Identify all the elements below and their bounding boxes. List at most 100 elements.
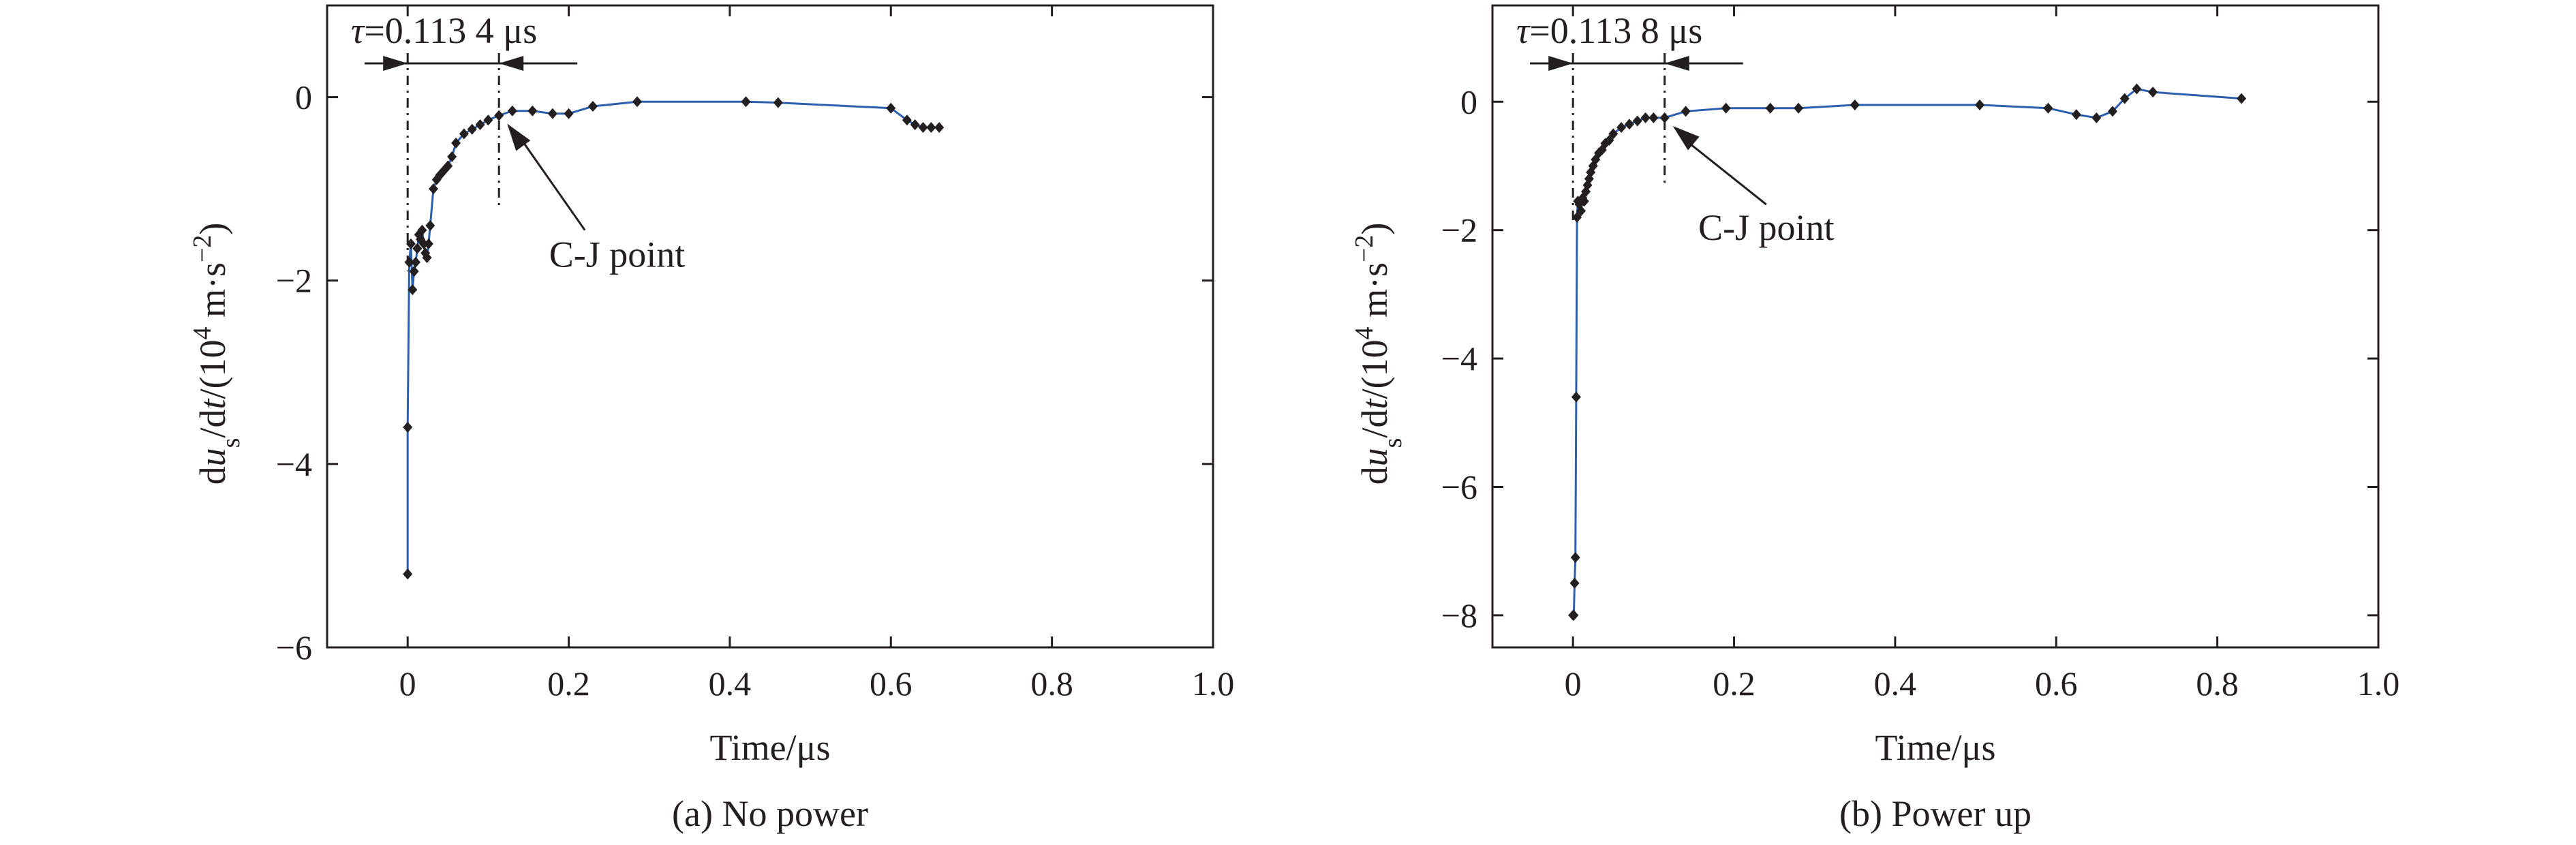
tau-value: =0.113 8 μs [1529,10,1702,51]
data-point [435,169,445,181]
y-axis-label-part: ) [1354,223,1395,235]
data-point [494,110,504,121]
data-point [632,96,642,108]
cj-point-label: C-J point [1698,207,1835,248]
y-axis-label-part: /d [192,410,233,438]
y-axis-label-part: −2 [1350,235,1379,262]
tau-arrow-right [499,56,524,71]
data-point [547,108,557,119]
y-axis-label-part: t [1354,398,1395,410]
data-point [1569,609,1579,621]
data-point [451,137,461,149]
series-line [1572,87,2242,617]
data-point [2132,83,2142,95]
panel-a: 0 0.2 0.4 0.6 0.8 1.0 −6 −4 −2 0 Time/μs dus/dt/(10… [188,4,1234,834]
panel-caption: (a) No power [672,793,868,834]
data-point [418,238,429,249]
data-point [1571,391,1581,403]
y-tick-label: −2 [276,262,312,300]
y-tick-label: −4 [1441,339,1477,378]
data-point [429,183,438,195]
cj-arrow-line [519,138,586,231]
data-point [423,238,433,249]
data-point [417,224,427,236]
y-axis-label-part: 4 [188,327,217,340]
y-tick-label: −6 [1441,468,1477,506]
data-point [467,123,477,135]
data-point [1579,196,1589,207]
data-point [1569,577,1580,589]
tau-arrow-left [383,56,408,71]
data-point [773,97,783,108]
data-point [443,160,453,172]
x-tick-label: 0.2 [1713,664,1755,703]
data-point [2071,109,2081,121]
tau-symbol: τ [1516,10,1531,51]
tau-label: τ=0.113 8 μs [1516,10,1702,51]
data-point [483,114,493,126]
data-point [431,174,442,185]
cj-arrow-line [1685,140,1767,206]
y-axis-label-part: m·s [1354,262,1395,327]
y-axis-label-part: u [192,448,233,466]
data-point [934,121,945,133]
data-point [910,119,920,130]
data-point [1570,552,1580,564]
y-axis-label-part: d [1354,466,1395,485]
data-point [1624,119,1634,130]
data-point [409,266,419,277]
y-tick-label: −2 [1441,211,1477,249]
y-axis-label-part: t [192,398,233,410]
data-point [475,119,485,130]
plot-frame [326,4,1214,649]
y-axis-label: dus/dt/(104 m·s−2) [1350,223,1407,485]
data-point [1604,134,1614,146]
y-axis-label-part: /(10 [192,340,233,399]
x-tick-label: 0.4 [1874,664,1917,703]
data-point [886,102,896,114]
data-point [1572,211,1582,223]
x-tick-label: 1.0 [2357,664,2400,703]
data-point [408,284,418,296]
y-axis-label-part: d [192,466,233,485]
y-axis-label-part: s [217,438,245,448]
cj-point-label: C-J point [549,234,686,275]
x-tick-label: 0.8 [1030,664,1073,703]
x-tick-label: 0.6 [870,664,913,703]
data-point [1659,112,1670,123]
data-point [2237,93,2247,104]
x-axis-label: Time/μs [709,727,830,768]
y-axis-label-part: u [1354,448,1395,466]
y-axis-label-part: /d [1354,410,1395,438]
data-point [1649,112,1659,123]
x-axis-label: Time/μs [1875,727,1995,768]
cj-arrow-head [1672,125,1700,151]
panel-caption: (b) Power up [1839,793,2031,834]
data-point [926,121,936,133]
data-point [1632,115,1642,127]
data-point [2091,112,2102,123]
data-point [1608,128,1619,140]
y-tick-label: −6 [276,628,312,666]
panel-b: 0 0.2 0.4 0.6 0.8 1.0 −8 −6 −4 −2 0 Time/μs dus/dt/(… [1350,4,2400,834]
data-point [1850,99,1860,111]
y-tick-label: −8 [1441,596,1477,634]
data-point [564,108,574,119]
tau-label: τ=0.113 4 μs [351,10,537,51]
y-tick-label: −4 [276,445,312,483]
y-axis-label-part: −2 [188,235,217,262]
data-point [1681,106,1691,117]
data-point [902,114,912,126]
y-axis-label-part: /(10 [1354,340,1395,399]
plot-frame [1491,4,2380,649]
data-point [588,101,598,112]
x-tick-label: 0 [399,664,416,703]
x-tick-label: 0.8 [2196,664,2239,703]
x-tick-label: 0.6 [2035,664,2078,703]
data-point [1721,102,1731,114]
data-point [741,96,751,108]
data-point [507,105,517,117]
y-axis-label-part: 4 [1350,327,1379,340]
data-point [2043,102,2053,114]
